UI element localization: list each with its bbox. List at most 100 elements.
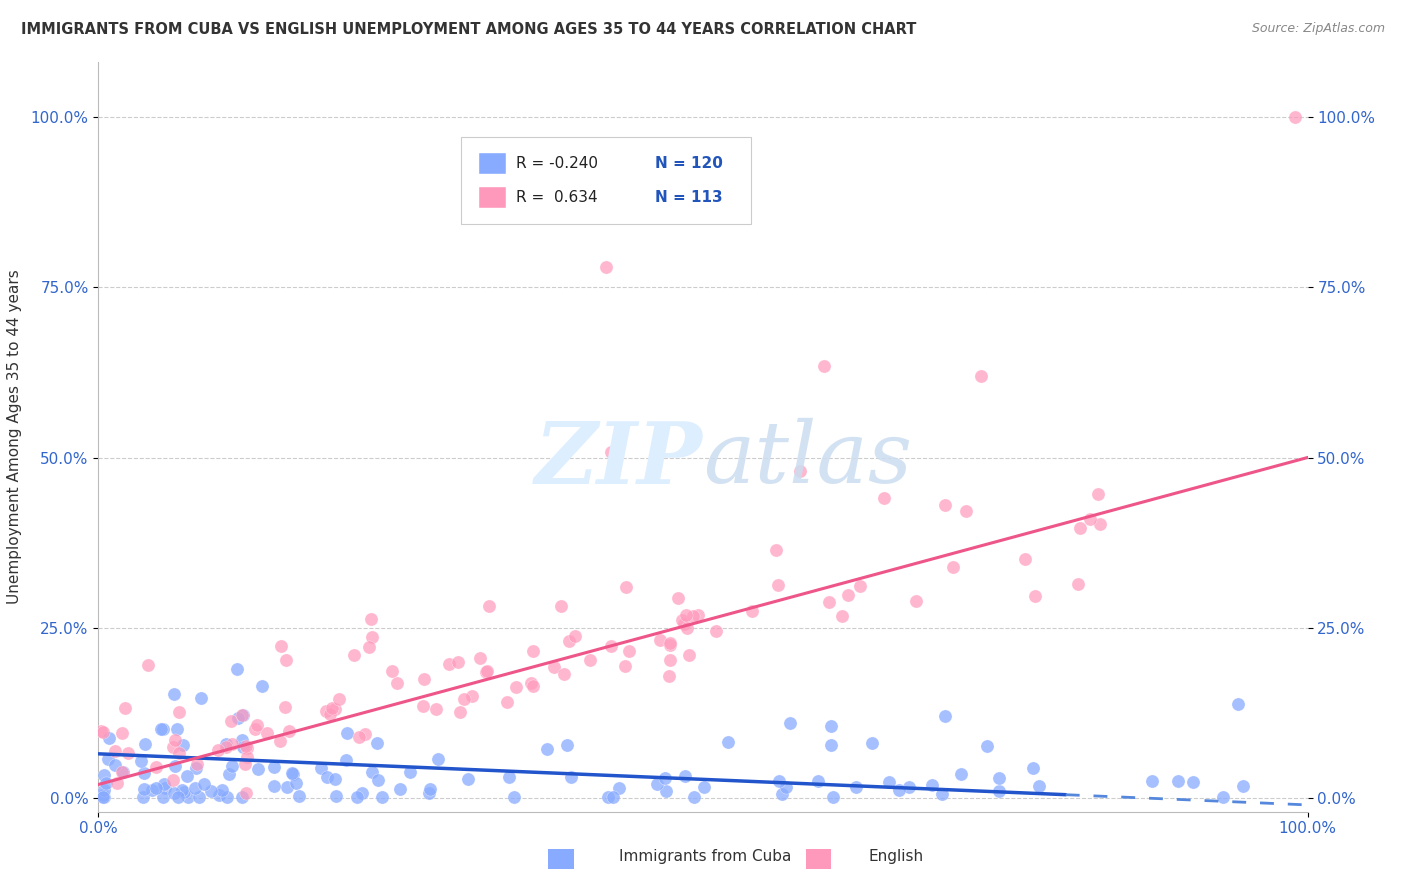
Point: [1182, 775, 1205, 789]
Point: [654, 771, 676, 785]
Point: [91, 790, 114, 805]
Point: [176, 769, 198, 783]
Point: [208, 788, 231, 802]
Point: [412, 698, 434, 713]
Point: [276, 653, 298, 667]
Point: [112, 765, 135, 780]
Point: [105, 776, 128, 790]
Point: [274, 700, 297, 714]
Point: [671, 614, 693, 628]
Point: [419, 781, 441, 796]
Point: [1087, 487, 1109, 501]
Point: [226, 662, 249, 676]
Point: [1088, 516, 1111, 531]
FancyBboxPatch shape: [461, 137, 751, 224]
Point: [474, 665, 496, 680]
Point: [117, 746, 139, 760]
Point: [236, 749, 259, 764]
Point: [129, 754, 152, 768]
Point: [200, 784, 222, 798]
Point: [768, 773, 790, 788]
Text: ZIP: ZIP: [536, 417, 703, 501]
Point: [90, 723, 112, 738]
Point: [152, 790, 174, 805]
Point: [655, 784, 678, 798]
Point: [93, 788, 115, 802]
Point: [659, 636, 682, 650]
Point: [141, 783, 163, 797]
Text: N = 120: N = 120: [655, 156, 723, 171]
Point: [950, 766, 973, 780]
Point: [789, 464, 811, 478]
Point: [269, 734, 291, 748]
Point: [93, 782, 115, 797]
Point: [150, 722, 173, 736]
Point: [371, 790, 394, 805]
Point: [1028, 779, 1050, 793]
Point: [1232, 779, 1254, 793]
Point: [153, 777, 176, 791]
Point: [318, 706, 340, 721]
Point: [457, 772, 479, 786]
Point: [848, 579, 870, 593]
Point: [520, 676, 543, 690]
Point: [942, 560, 965, 574]
Point: [741, 604, 763, 618]
Point: [770, 787, 793, 801]
Point: [503, 790, 526, 805]
Point: [232, 708, 254, 723]
Point: [243, 723, 266, 737]
Point: [897, 780, 920, 794]
Point: [97, 751, 120, 765]
Point: [934, 498, 956, 512]
Text: R =  0.634: R = 0.634: [516, 190, 598, 205]
Point: [190, 690, 212, 705]
Point: [686, 607, 709, 622]
Point: [134, 782, 156, 797]
Point: [232, 740, 254, 755]
Text: IMMIGRANTS FROM CUBA VS ENGLISH UNEMPLOYMENT AMONG AGES 35 TO 44 YEARS CORRELATI: IMMIGRANTS FROM CUBA VS ENGLISH UNEMPLOY…: [21, 22, 917, 37]
Point: [496, 695, 519, 709]
Point: [263, 759, 285, 773]
Point: [765, 542, 787, 557]
Point: [233, 756, 256, 771]
Point: [845, 780, 868, 795]
Point: [167, 790, 190, 805]
Point: [460, 689, 482, 703]
Point: [172, 738, 194, 752]
Point: [1212, 789, 1234, 804]
Point: [682, 790, 704, 805]
Point: [177, 790, 200, 805]
Point: [288, 789, 311, 804]
Point: [166, 722, 188, 736]
Text: R = -0.240: R = -0.240: [516, 156, 598, 171]
Point: [1014, 552, 1036, 566]
Point: [221, 738, 243, 752]
Text: atlas: atlas: [703, 418, 912, 501]
Point: [336, 726, 359, 740]
Point: [284, 776, 307, 790]
Point: [163, 687, 186, 701]
Point: [617, 644, 640, 658]
Point: [309, 761, 332, 775]
Point: [650, 633, 672, 648]
Point: [231, 790, 253, 805]
Point: [934, 709, 956, 723]
Point: [682, 609, 704, 624]
Point: [439, 657, 461, 671]
Point: [250, 679, 273, 693]
Point: [215, 739, 238, 754]
Point: [807, 774, 830, 789]
Point: [256, 726, 278, 740]
Point: [321, 701, 343, 715]
Point: [449, 706, 471, 720]
Point: [970, 368, 993, 383]
Point: [860, 736, 883, 750]
Point: [246, 718, 269, 732]
Point: [328, 691, 350, 706]
Point: [170, 783, 193, 797]
Point: [659, 653, 682, 667]
Point: [193, 777, 215, 791]
Point: [675, 621, 697, 635]
Point: [215, 737, 238, 751]
